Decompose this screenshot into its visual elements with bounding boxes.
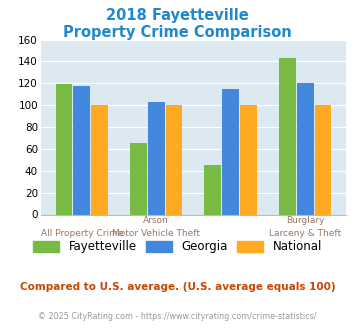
Text: Burglary: Burglary bbox=[286, 216, 324, 225]
Bar bbox=[148, 102, 165, 214]
Text: Compared to U.S. average. (U.S. average equals 100): Compared to U.S. average. (U.S. average … bbox=[20, 282, 335, 292]
Bar bbox=[73, 85, 90, 214]
Bar bbox=[166, 105, 182, 214]
Bar bbox=[297, 83, 313, 214]
Bar bbox=[130, 144, 147, 214]
Bar bbox=[204, 165, 221, 215]
Text: Arson: Arson bbox=[143, 216, 169, 225]
Bar bbox=[279, 58, 296, 214]
Legend: Fayetteville, Georgia, National: Fayetteville, Georgia, National bbox=[28, 236, 327, 258]
Bar bbox=[222, 89, 239, 214]
Text: © 2025 CityRating.com - https://www.cityrating.com/crime-statistics/: © 2025 CityRating.com - https://www.city… bbox=[38, 312, 317, 321]
Text: Property Crime Comparison: Property Crime Comparison bbox=[63, 25, 292, 40]
Bar bbox=[240, 105, 257, 214]
Bar bbox=[91, 105, 108, 214]
Text: 2018 Fayetteville: 2018 Fayetteville bbox=[106, 8, 249, 23]
Text: Larceny & Theft: Larceny & Theft bbox=[269, 229, 341, 238]
Bar bbox=[55, 84, 72, 214]
Text: All Property Crime: All Property Crime bbox=[40, 229, 123, 238]
Bar bbox=[315, 105, 332, 214]
Text: Motor Vehicle Theft: Motor Vehicle Theft bbox=[112, 229, 200, 238]
